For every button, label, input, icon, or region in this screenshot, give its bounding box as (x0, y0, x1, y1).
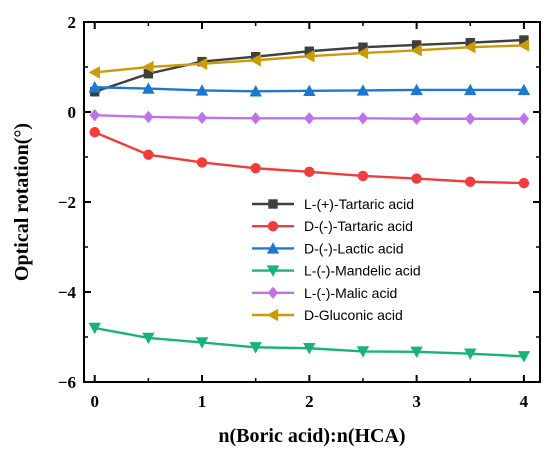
legend-item: D-Gluconic acid (252, 307, 403, 323)
x-tick-label: 1 (198, 392, 207, 411)
legend-marker (267, 286, 279, 299)
data-point (143, 149, 154, 160)
x-axis-title: n(Boric acid):n(HCA) (218, 425, 405, 447)
series-2 (88, 81, 531, 97)
data-point (89, 108, 100, 122)
data-point (250, 163, 261, 174)
data-point (356, 346, 370, 358)
data-point (195, 84, 209, 96)
x-tick-label: 2 (305, 392, 314, 411)
data-point (303, 84, 316, 97)
data-point (88, 322, 101, 335)
legend-marker (266, 308, 279, 322)
data-point (143, 69, 154, 79)
legend-label: L-(-)-Mandelic acid (304, 263, 421, 279)
x-tick-label: 4 (520, 392, 529, 411)
legend-marker (267, 221, 279, 232)
data-point (250, 112, 261, 125)
legend-item: D-(-)-Lactic acid (252, 240, 404, 256)
series-5 (88, 39, 530, 79)
series-layer (88, 35, 531, 363)
data-point (464, 83, 477, 96)
data-point (464, 41, 476, 54)
data-point (142, 60, 154, 74)
data-point (358, 42, 368, 52)
y-tick-label: 2 (68, 13, 77, 32)
y-tick-label: −4 (58, 283, 77, 302)
legend-label: D-(-)-Tartaric acid (304, 218, 413, 234)
legend-marker (268, 199, 278, 209)
y-axis-title: Optical rotation(°) (11, 123, 33, 281)
data-point (518, 177, 530, 189)
y-tick-label: −6 (58, 373, 76, 392)
x-tick-label: 0 (90, 392, 99, 411)
data-point (88, 81, 101, 93)
legend-item: L-(-)-Mandelic acid (252, 263, 421, 279)
data-point (304, 46, 315, 56)
data-point (356, 84, 370, 96)
y-tick-label: 0 (68, 103, 77, 122)
legend-label: D-(-)-Lactic acid (304, 240, 404, 256)
data-point (143, 110, 154, 124)
data-point (517, 83, 531, 96)
legend-label: L-(-)-Malic acid (304, 285, 397, 301)
data-point (356, 46, 369, 60)
data-point (517, 39, 530, 52)
data-point (357, 112, 369, 125)
data-point (249, 54, 261, 67)
y-tick-label: −2 (58, 193, 76, 212)
series-1 (89, 127, 530, 189)
legend-item: L-(+)-Tartaric acid (252, 196, 414, 212)
data-point (519, 35, 529, 45)
data-point (410, 83, 423, 96)
legend-item: L-(-)-Malic acid (252, 285, 397, 301)
data-point (410, 346, 423, 359)
data-point (195, 57, 208, 71)
legend-label: L-(+)-Tartaric acid (304, 196, 414, 212)
series-4 (89, 108, 530, 125)
data-point (411, 112, 422, 125)
data-point (517, 351, 531, 363)
data-point (411, 40, 422, 50)
data-point (518, 112, 530, 125)
data-point (89, 127, 100, 138)
data-point (464, 348, 477, 360)
data-point (465, 38, 475, 48)
data-point (304, 112, 315, 125)
series-3 (88, 322, 531, 363)
data-point (196, 111, 208, 125)
data-point (142, 332, 155, 345)
data-point (303, 343, 316, 355)
axes: 0 1 2 3 4 −6 −4 −2 0 2 (58, 13, 541, 411)
data-point (465, 112, 476, 125)
data-point (196, 157, 208, 168)
legend-label: D-Gluconic acid (304, 307, 403, 323)
data-point (303, 50, 315, 63)
data-point (249, 342, 262, 354)
data-point (465, 176, 476, 187)
data-point (250, 51, 261, 62)
data-point (357, 170, 369, 182)
legend-marker (266, 265, 280, 277)
legend-marker (266, 242, 280, 254)
data-point (411, 173, 422, 184)
legend: L-(+)-Tartaric acid D-(-)-Tartaric acid D-… (252, 196, 421, 323)
data-point (88, 66, 100, 79)
data-point (304, 166, 315, 178)
legend-item: D-(-)-Tartaric acid (252, 218, 413, 234)
data-point (142, 82, 155, 94)
data-point (410, 44, 422, 57)
data-point (195, 337, 209, 349)
x-tick-label: 3 (412, 392, 421, 411)
data-point (249, 85, 262, 97)
